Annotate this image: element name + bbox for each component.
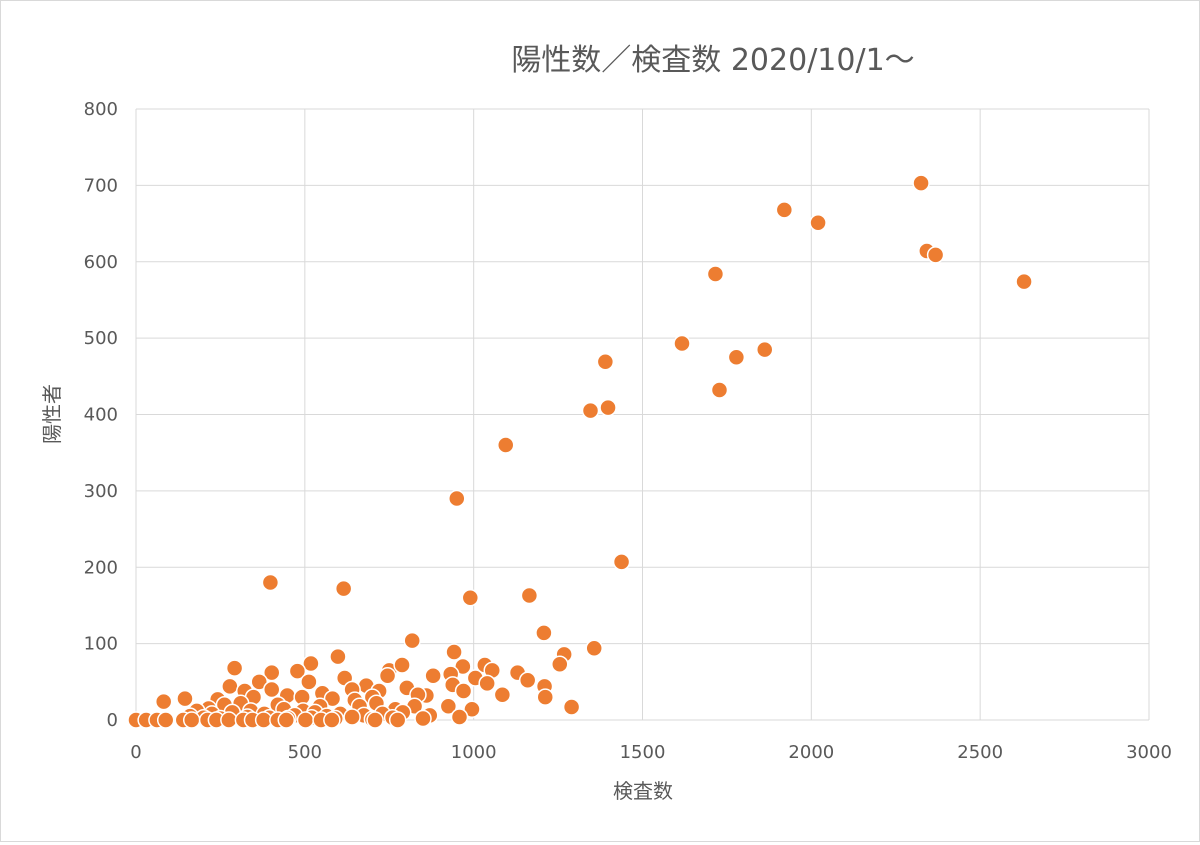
data-point <box>463 700 481 719</box>
data-point <box>585 639 603 657</box>
data-point <box>288 662 307 680</box>
data-point <box>378 666 397 685</box>
data-point <box>461 589 480 607</box>
data-point <box>562 698 581 716</box>
y-axis-tick-labels: 0 100 200 300 400 500 600 700 800 <box>84 99 118 731</box>
x-tick-label: 1500 <box>620 742 666 763</box>
data-point <box>296 711 315 729</box>
data-point <box>323 711 341 729</box>
data-point <box>182 711 201 729</box>
chart-title: 陽性数／検査数 2020/10/1～ <box>511 43 914 78</box>
x-axis-tick-labels: 0 500 1000 1500 2000 2500 3000 <box>130 742 1172 763</box>
data-point <box>478 674 496 693</box>
data-point <box>727 348 746 366</box>
y-tick-label: 200 <box>84 557 118 578</box>
x-axis-title: 検査数 <box>613 779 673 803</box>
data-point <box>393 656 411 674</box>
data-point <box>551 655 569 673</box>
data-point <box>596 353 615 371</box>
x-tick-label: 500 <box>288 742 322 763</box>
data-point <box>176 689 194 708</box>
data-point <box>710 381 729 399</box>
y-axis-title: 陽性者 <box>40 384 64 444</box>
data-point <box>912 174 930 192</box>
data-point <box>673 334 691 353</box>
x-tick-label: 1000 <box>451 742 497 763</box>
y-tick-label: 300 <box>84 481 118 502</box>
data-point <box>366 711 384 729</box>
y-tick-label: 500 <box>84 328 118 349</box>
data-point <box>1015 272 1033 291</box>
data-point <box>156 711 175 729</box>
y-tick-label: 100 <box>84 634 118 655</box>
data-point <box>445 643 463 661</box>
data-point <box>154 692 173 711</box>
data-point <box>581 401 600 420</box>
data-point <box>262 680 281 699</box>
data-point <box>323 689 342 708</box>
data-point <box>414 709 432 728</box>
data-point <box>300 673 318 691</box>
data-points <box>127 174 1033 729</box>
data-point <box>518 671 537 690</box>
x-tick-label: 0 <box>130 742 141 763</box>
data-point <box>520 586 539 605</box>
data-point <box>334 579 353 598</box>
data-point <box>225 659 244 677</box>
data-point <box>496 436 515 454</box>
data-point <box>343 708 361 726</box>
data-point <box>262 663 281 682</box>
data-point <box>388 711 407 729</box>
data-point <box>403 631 421 650</box>
data-point <box>439 697 458 716</box>
data-point <box>221 677 239 696</box>
data-point <box>755 340 774 359</box>
data-point <box>809 214 827 232</box>
y-tick-label: 400 <box>84 405 118 426</box>
data-point <box>612 553 631 571</box>
data-point <box>329 647 347 666</box>
y-tick-label: 0 <box>107 710 118 731</box>
y-tick-label: 600 <box>84 252 118 273</box>
data-point <box>220 711 238 729</box>
data-point <box>775 201 794 219</box>
data-point <box>277 711 296 729</box>
x-tick-label: 2500 <box>957 742 1003 763</box>
data-point <box>448 489 466 508</box>
y-tick-label: 700 <box>84 175 118 196</box>
data-point <box>450 708 469 726</box>
data-point <box>302 654 320 673</box>
data-point <box>261 573 280 592</box>
data-point <box>424 666 442 685</box>
data-point <box>454 682 473 700</box>
data-point <box>493 686 512 704</box>
data-point <box>599 398 617 417</box>
data-point <box>536 688 555 706</box>
data-point <box>535 624 553 642</box>
x-tick-label: 2000 <box>788 742 834 763</box>
data-point <box>250 673 268 691</box>
data-point <box>926 246 945 264</box>
x-tick-label: 3000 <box>1126 742 1172 763</box>
data-point <box>706 265 725 283</box>
gridlines <box>135 108 1150 721</box>
y-tick-label: 800 <box>84 99 118 120</box>
